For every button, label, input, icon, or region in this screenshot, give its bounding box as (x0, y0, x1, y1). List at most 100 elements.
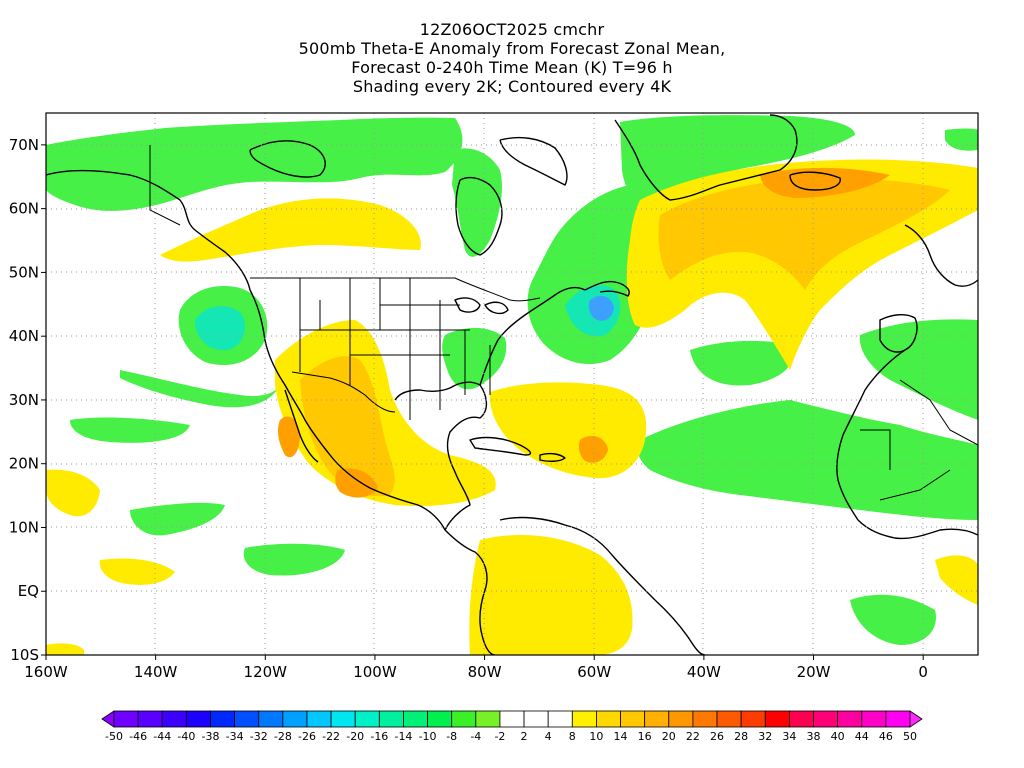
colorbar-label: 26 (710, 730, 724, 743)
title-line-2: 500mb Theta-E Anomaly from Forecast Zona… (298, 39, 726, 58)
colorbar-box (113, 710, 139, 728)
colorbar-label: 14 (614, 730, 628, 743)
coast-south-america (444, 529, 496, 655)
shade-orange-mexico (300, 356, 395, 497)
colorbar-label: -32 (250, 730, 268, 743)
colorbar-box (354, 710, 380, 728)
shade-green-arctic-canada (46, 117, 463, 211)
lat-label: 30N (9, 391, 39, 409)
shade-yellow-pacific-eq (99, 558, 175, 585)
lon-label: 60W (577, 663, 611, 681)
shade-green-atlantic-band (637, 400, 978, 520)
colorbar-box (475, 710, 501, 728)
colorbar-box (764, 710, 790, 728)
coast-south-america-north (499, 516, 706, 655)
colorbar-box (185, 710, 211, 728)
coast-hispaniola (539, 452, 566, 463)
shade-yellow-south-america (469, 535, 633, 655)
colorbar-label: 20 (662, 730, 676, 743)
colorbar-box (571, 710, 597, 728)
colorbar-box (644, 710, 670, 728)
shade-green-eq-pacific (243, 543, 345, 576)
colorbar-box (451, 710, 477, 728)
shade-darkorange-mexico (335, 468, 378, 498)
lat-label: 10N (9, 518, 39, 536)
shade-green-atlantic-canada (527, 185, 659, 365)
lon-label: 160W (24, 663, 68, 681)
coast-africa-nw (836, 349, 978, 540)
coast-hudson-bay (455, 176, 503, 256)
us-state-lines (299, 278, 491, 420)
colorbar-label: -8 (446, 730, 457, 743)
shade-yellow-sw-pacific (46, 643, 84, 655)
colorbar-label: 2 (521, 730, 528, 743)
colorbar-label: 4 (545, 730, 552, 743)
shade-green-central-pacific (70, 417, 190, 443)
lat-label: 40N (9, 327, 39, 345)
shade-green-east-pacific (130, 502, 225, 536)
colorbar-label: -50 (105, 730, 123, 743)
colorbar-box (523, 710, 549, 728)
colorbar-box (620, 710, 646, 728)
colorbar-label: -20 (346, 730, 364, 743)
colorbar-label: 34 (782, 730, 796, 743)
plot-frame (45, 112, 979, 656)
coast-baffin (499, 136, 568, 186)
shade-green-europe (945, 128, 978, 151)
colorbar-box (547, 710, 573, 728)
colorbar-label: 16 (638, 730, 652, 743)
coast-gulf-of-mexico (394, 381, 488, 531)
political-boundaries (149, 145, 978, 501)
colorbar-box (668, 710, 694, 728)
colorbar-label: 8 (569, 730, 576, 743)
shade-green-africa (859, 319, 978, 420)
shade-green-s-atlantic (850, 594, 936, 645)
colorbar-arrow-high (909, 710, 923, 728)
shade-green-eastern-us (442, 327, 507, 390)
border-us-mexico (291, 371, 396, 413)
lat-label: 50N (9, 263, 39, 281)
map-title: 12Z06OCT2025 cmchr 500mb Theta-E Anomaly… (0, 20, 1024, 96)
coast-arctic-islands (249, 140, 326, 178)
colorbar-label: 32 (758, 730, 772, 743)
colorbar-label: -34 (226, 730, 244, 743)
graticule (46, 113, 978, 655)
colorbar-label: 22 (686, 730, 700, 743)
coast-europe (904, 224, 978, 287)
axis-ticks (41, 144, 924, 660)
colorbar-box (137, 710, 163, 728)
colorbar-label: -40 (177, 730, 195, 743)
colorbar-box (330, 710, 356, 728)
shade-green-mid-atlantic (690, 340, 793, 386)
lon-label: 100W (353, 663, 397, 681)
colorbar-label: 10 (589, 730, 603, 743)
colorbar-box (306, 710, 332, 728)
shade-blue-atlantic-low (588, 295, 614, 321)
colorbar-label: 38 (807, 730, 821, 743)
colorbar-box (692, 710, 718, 728)
lon-label: 0 (918, 663, 928, 681)
lat-label: 60N (9, 200, 39, 218)
border-us-canada (250, 277, 541, 302)
colorbar-label: 50 (903, 730, 917, 743)
lat-label: 20N (9, 455, 39, 473)
coast-greenland (614, 114, 798, 201)
colorbar-box (282, 710, 308, 728)
longitude-labels: 160W 140W 120W 100W 80W 60W 40W 20W 0 (24, 663, 928, 681)
colorbar-label: 44 (855, 730, 869, 743)
shade-darkorange-caribbean (578, 435, 608, 463)
shade-orange-atlantic-ridge (658, 178, 950, 290)
shade-yellow-caribbean (489, 382, 647, 479)
colorbar-box (837, 710, 863, 728)
colorbar-label: 46 (879, 730, 893, 743)
colorbar-label: -2 (494, 730, 505, 743)
title-line-4: Shading every 2K; Contoured every 4K (352, 77, 672, 96)
colorbar-label: -46 (129, 730, 147, 743)
lat-label: 10S (10, 646, 39, 664)
coast-great-lakes (454, 297, 509, 315)
colorbar-box (788, 710, 814, 728)
shade-darkorange-iceland (760, 167, 890, 198)
coast-cuba (469, 436, 532, 456)
lat-label: 70N (9, 136, 39, 154)
